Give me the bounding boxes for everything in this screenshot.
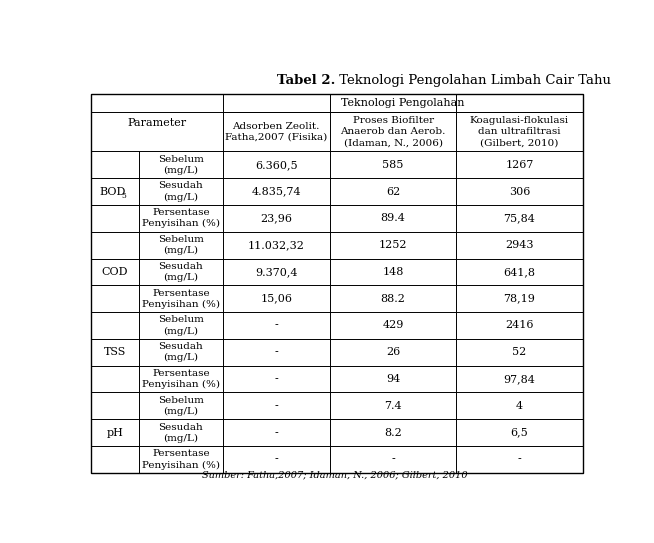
Text: Sesudah
(mg/L): Sesudah (mg/L): [158, 422, 203, 443]
Text: 23,96: 23,96: [260, 213, 292, 223]
Text: Persentase
Penyisihan (%): Persentase Penyisihan (%): [142, 208, 220, 229]
Text: 585: 585: [383, 160, 404, 170]
Text: Adsorben Zeolit.
Fatha,2007 (Fisika): Adsorben Zeolit. Fatha,2007 (Fisika): [225, 122, 328, 142]
Text: 11.032,32: 11.032,32: [248, 240, 305, 250]
Text: 2943: 2943: [505, 240, 534, 250]
Text: 15,06: 15,06: [260, 294, 292, 304]
Text: 306: 306: [509, 187, 530, 197]
Text: Sebelum
(mg/L): Sebelum (mg/L): [158, 155, 204, 175]
Text: -: -: [275, 374, 278, 384]
Text: 97,84: 97,84: [504, 374, 536, 384]
Text: Persentase
Penyisihan (%): Persentase Penyisihan (%): [142, 369, 220, 389]
Text: 9.370,4: 9.370,4: [255, 267, 298, 277]
Text: 7.4: 7.4: [385, 401, 402, 411]
Text: 94: 94: [386, 374, 400, 384]
Text: Sesudah
(mg/L): Sesudah (mg/L): [158, 181, 203, 201]
Text: 5: 5: [122, 192, 127, 200]
Text: 2416: 2416: [505, 320, 534, 331]
Text: Persentase
Penyisihan (%): Persentase Penyisihan (%): [142, 449, 220, 470]
Text: -: -: [517, 454, 521, 464]
Text: -: -: [275, 401, 278, 411]
Text: Koagulasi-flokulasi
dan ultrafiltrasi
(Gilbert, 2010): Koagulasi-flokulasi dan ultrafiltrasi (G…: [470, 116, 569, 147]
Text: Persentase
Penyisihan (%): Persentase Penyisihan (%): [142, 288, 220, 309]
Text: 62: 62: [386, 187, 400, 197]
Text: -: -: [275, 348, 278, 357]
Text: 6.360,5: 6.360,5: [255, 160, 298, 170]
Text: 75,84: 75,84: [504, 213, 536, 223]
Text: -: -: [275, 320, 278, 331]
Text: TSS: TSS: [104, 348, 126, 357]
Text: 148: 148: [383, 267, 404, 277]
Text: -: -: [275, 428, 278, 438]
Text: Sesudah
(mg/L): Sesudah (mg/L): [158, 262, 203, 282]
Text: -: -: [391, 454, 395, 464]
Text: Teknologi Pengolahan Limbah Cair Tahu: Teknologi Pengolahan Limbah Cair Tahu: [336, 74, 611, 87]
Text: Tabel 2.: Tabel 2.: [277, 74, 336, 87]
Text: 89.4: 89.4: [381, 213, 405, 223]
Text: 26: 26: [386, 348, 400, 357]
Text: Sebelum
(mg/L): Sebelum (mg/L): [158, 396, 204, 416]
Text: 78,19: 78,19: [504, 294, 536, 304]
Text: Teknologi Pengolahan: Teknologi Pengolahan: [341, 98, 464, 109]
Text: Proses Biofilter
Anaerob dan Aerob.
(Idaman, N., 2006): Proses Biofilter Anaerob dan Aerob. (Ida…: [341, 116, 446, 147]
Text: 8.2: 8.2: [385, 428, 402, 438]
Text: pH: pH: [107, 428, 124, 438]
Text: 1267: 1267: [505, 160, 534, 170]
Text: Sebelum
(mg/L): Sebelum (mg/L): [158, 235, 204, 255]
Text: 641,8: 641,8: [504, 267, 536, 277]
Text: Parameter: Parameter: [127, 118, 186, 128]
Text: COD: COD: [102, 267, 128, 277]
Text: 4.835,74: 4.835,74: [251, 187, 301, 197]
Text: BOD: BOD: [99, 187, 126, 197]
Text: Sebelum
(mg/L): Sebelum (mg/L): [158, 315, 204, 336]
Text: -: -: [275, 454, 278, 464]
Text: Sumber: Fatha,2007; Idaman, N., 2006; Gilbert, 2010: Sumber: Fatha,2007; Idaman, N., 2006; Gi…: [202, 471, 468, 480]
Text: 1252: 1252: [379, 240, 407, 250]
Text: 4: 4: [516, 401, 523, 411]
Text: Sesudah
(mg/L): Sesudah (mg/L): [158, 342, 203, 362]
Text: 88.2: 88.2: [381, 294, 405, 304]
Text: 52: 52: [512, 348, 526, 357]
Text: 6,5: 6,5: [511, 428, 528, 438]
Text: 429: 429: [383, 320, 404, 331]
